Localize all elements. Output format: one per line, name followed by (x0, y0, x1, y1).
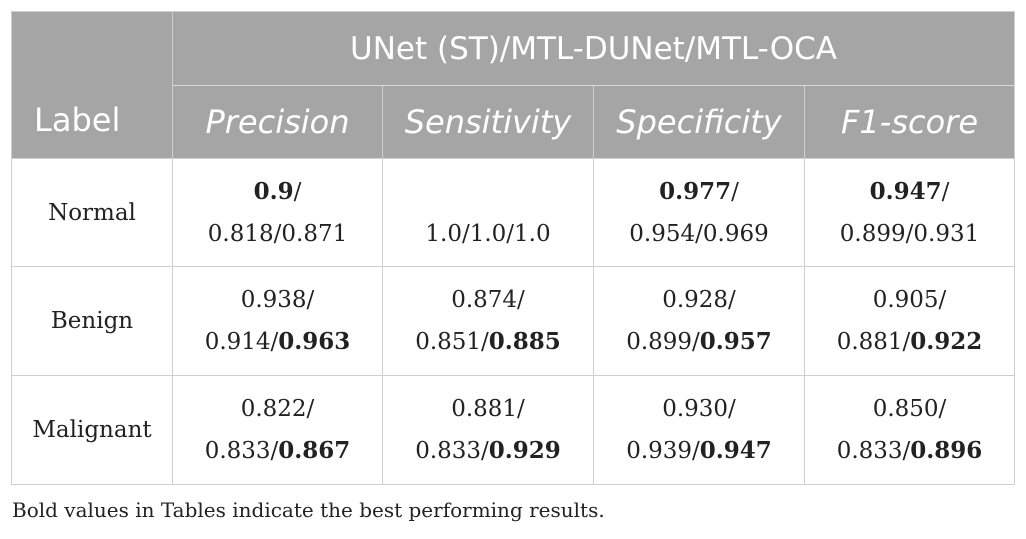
table-row-normal: Normal 0.9/ 0.818/0.871 1.0/1.0/1.0 (11, 158, 1015, 267)
row-label-benign: Benign (11, 266, 173, 376)
metric-header-sensitivity: Sensitivity (382, 85, 594, 159)
cell-line-1: 0.905/ (837, 279, 983, 321)
header-row-metrics: Precision Sensitivity Specificity F1-sco… (12, 85, 1015, 159)
cell-line-1 (425, 171, 550, 213)
value-text: 0.874/ (451, 287, 525, 313)
cell-line-2: 0.914/0.963 (205, 321, 351, 363)
cell-line-2: 0.851/0.885 (415, 321, 561, 363)
cell-line-2: 0.818/0.871 (208, 213, 347, 255)
cell-line-2: 0.833/0.867 (205, 430, 351, 472)
best-value: 0.957 (699, 328, 772, 355)
value-text: 0.881/ (451, 396, 525, 422)
label-column-header: Label (11, 11, 173, 159)
cell-line-1: 0.977/ (629, 171, 768, 213)
cell-benign-specificity: 0.928/ 0.899/0.957 (593, 266, 805, 376)
value-text: 0.833/ (204, 438, 279, 464)
cell-line-1: 0.874/ (415, 279, 561, 321)
value-text: 0.939/ (626, 438, 700, 464)
value-text: 0.930/ (662, 396, 736, 422)
cell-line-1: 0.947/ (840, 171, 979, 213)
table-footnote: Bold values in Tables indicate the best … (12, 498, 605, 522)
best-value: 0.963 (278, 328, 351, 355)
cell-normal-f1-score: 0.947/ 0.899/0.931 (804, 158, 1015, 267)
cell-line-2: 0.939/0.947 (626, 430, 772, 472)
value-text: 0.914/ (204, 329, 279, 355)
results-table: Label UNet (ST)/MTL-DUNet/MTL-OCA Precis… (11, 11, 1015, 485)
cell-line-2: 0.954/0.969 (629, 213, 768, 255)
best-value: 0.947 (699, 437, 772, 464)
best-value: 0.867 (278, 437, 351, 464)
value-text: 0.928/ (662, 287, 736, 313)
cell-malignant-specificity: 0.930/ 0.939/0.947 (593, 375, 805, 485)
best-value: 0.885 (488, 328, 561, 355)
cell-line-1: 0.938/ (205, 279, 351, 321)
cell-benign-f1-score: 0.905/ 0.881/0.922 (804, 266, 1015, 376)
best-value: 0.929 (488, 437, 561, 464)
row-label-text: Normal (48, 199, 136, 226)
value-text: 0.899/ (626, 329, 700, 355)
value-text: 0.938/ (240, 287, 315, 313)
cell-line-1: 0.930/ (626, 388, 772, 430)
cell-line-1: 0.881/ (415, 388, 561, 430)
cell-benign-sensitivity: 0.874/ 0.851/0.885 (382, 266, 594, 376)
value-text: 0.850/ (872, 396, 947, 422)
best-value: 0.922 (910, 328, 983, 355)
value-text: 0.881/ (836, 329, 911, 355)
row-label-text: Benign (50, 308, 134, 334)
model-group-header: UNet (ST)/MTL-DUNet/MTL-OCA (172, 11, 1015, 86)
value-text: 0.833/ (415, 438, 489, 464)
table-row-benign: Benign 0.938/ 0.914/0.963 0.874/ 0.851/0… (11, 266, 1015, 376)
row-label-malignant: Malignant (11, 375, 173, 485)
value-text: 0.818/0.871 (207, 220, 348, 247)
value-text: 0.905/ (872, 287, 947, 313)
cell-line-2: 0.881/0.922 (837, 321, 983, 363)
cell-line-2: 0.833/0.896 (837, 430, 983, 472)
cell-line-2: 0.899/0.931 (840, 213, 979, 255)
cell-line-1: 0.928/ (626, 279, 772, 321)
value-separator: / (731, 178, 739, 205)
cell-malignant-sensitivity: 0.881/ 0.833/0.929 (382, 375, 594, 485)
cell-benign-precision: 0.938/ 0.914/0.963 (172, 266, 383, 376)
table-row-malignant: Malignant 0.822/ 0.833/0.867 0.881/ 0.83… (11, 375, 1015, 485)
row-label-text: Malignant (32, 417, 152, 443)
value-separator: / (941, 178, 950, 205)
metric-header-specificity: Specificity (593, 85, 805, 159)
results-table-container: Label UNet (ST)/MTL-DUNet/MTL-OCA Precis… (11, 11, 1015, 485)
cell-line-2: 1.0/1.0/1.0 (425, 213, 550, 255)
cell-normal-specificity: 0.977/ 0.954/0.969 (593, 158, 805, 267)
value-text: 1.0/1.0/1.0 (425, 220, 551, 247)
row-label-normal: Normal (11, 158, 173, 267)
cell-malignant-precision: 0.822/ 0.833/0.867 (172, 375, 383, 485)
best-value: 0.9 (253, 177, 294, 205)
value-text: 0.899/0.931 (839, 220, 980, 247)
best-value: 0.896 (910, 437, 983, 464)
metric-header-precision: Precision (172, 85, 383, 159)
cell-normal-sensitivity: 1.0/1.0/1.0 (382, 158, 594, 267)
cell-line-1: 0.9/ (208, 171, 347, 213)
cell-line-1: 0.850/ (837, 388, 983, 430)
value-text: 0.851/ (415, 329, 489, 355)
cell-line-2: 0.899/0.957 (626, 321, 772, 363)
value-text: 0.954/0.969 (629, 220, 769, 247)
value-text: 0.822/ (240, 396, 315, 422)
metric-header-f1-score: F1-score (804, 85, 1015, 159)
cell-malignant-f1-score: 0.850/ 0.833/0.896 (804, 375, 1015, 485)
cell-normal-precision: 0.9/ 0.818/0.871 (172, 158, 383, 267)
best-value: 0.977 (659, 177, 732, 205)
cell-line-2: 0.833/0.929 (415, 430, 561, 472)
value-separator: / (293, 178, 302, 205)
best-value: 0.947 (869, 177, 942, 205)
value-text: 0.833/ (836, 438, 911, 464)
cell-line-1: 0.822/ (205, 388, 351, 430)
header-row-group: Label UNet (ST)/MTL-DUNet/MTL-OCA (11, 11, 1015, 159)
